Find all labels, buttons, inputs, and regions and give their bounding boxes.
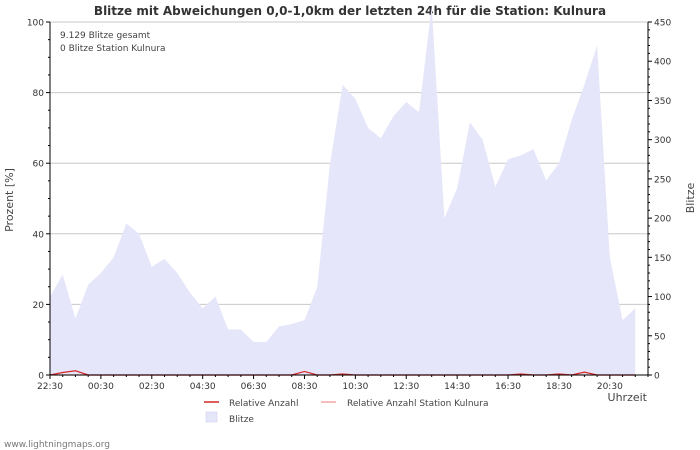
legend-label-blitze: Blitze xyxy=(229,415,254,425)
blitze-area xyxy=(50,6,636,376)
footer-source: www.lightningmaps.org xyxy=(4,440,110,450)
right-tick-label-0: 0 xyxy=(654,372,660,382)
x-tick-label-02:30: 02:30 xyxy=(139,382,165,392)
x-tick-label-04:30: 04:30 xyxy=(190,382,216,392)
annotation-total: 9.129 Blitze gesamt xyxy=(60,31,151,41)
x-tick-label-00:30: 00:30 xyxy=(88,382,114,392)
legend-swatch-blitze xyxy=(205,411,218,423)
y-axis-left-label: Prozent [%] xyxy=(3,168,16,232)
x-axis-label: Uhrzeit xyxy=(608,391,648,404)
right-tick-label-300: 300 xyxy=(654,136,671,146)
x-tick-label-06:30: 06:30 xyxy=(241,382,267,392)
left-tick-labels: 0 20 40 60 80 100 xyxy=(27,19,44,382)
left-tick-label-0: 0 xyxy=(38,372,44,382)
chart-title: Blitze mit Abweichungen 0,0-1,0km der le… xyxy=(94,4,606,18)
legend-label-station: Relative Anzahl Station Kulnura xyxy=(347,399,488,409)
right-tick-label-450: 450 xyxy=(654,19,671,29)
left-tick-label-20: 20 xyxy=(33,301,45,311)
left-tick-label-40: 40 xyxy=(33,230,45,240)
right-tick-labels: 0 50 100 150 200 250 300 350 400 450 xyxy=(654,19,671,382)
legend: Relative Anzahl Relative Anzahl Station … xyxy=(204,399,488,425)
x-tick-label-12:30: 12:30 xyxy=(393,382,419,392)
x-tick-labels: 22:30 00:30 02:30 04:30 06:30 08:30 10:30 12:30… xyxy=(37,382,623,392)
right-tick-label-400: 400 xyxy=(654,58,671,68)
right-tick-label-200: 200 xyxy=(654,215,671,225)
x-tick-label-16:30: 16:30 xyxy=(495,382,521,392)
legend-label-relative: Relative Anzahl xyxy=(229,399,298,409)
right-tick-label-50: 50 xyxy=(654,332,666,342)
x-tick-label-14:30: 14:30 xyxy=(444,382,470,392)
x-tick-label-22:30: 22:30 xyxy=(37,382,63,392)
right-tick-label-250: 250 xyxy=(654,175,671,185)
x-tick-label-08:30: 08:30 xyxy=(291,382,317,392)
right-tick-label-100: 100 xyxy=(654,293,671,303)
left-tick-label-60: 60 xyxy=(33,160,45,170)
x-tick-label-20:30: 20:30 xyxy=(597,382,623,392)
left-tick-label-100: 100 xyxy=(27,19,44,29)
x-tick-label-10:30: 10:30 xyxy=(342,382,368,392)
axes xyxy=(46,21,652,379)
series-blitze-area xyxy=(50,6,636,376)
annotation-station: 0 Blitze Station Kulnura xyxy=(60,44,166,54)
y-axis-right-label: Blitze xyxy=(684,183,697,214)
right-tick-label-150: 150 xyxy=(654,254,671,264)
left-tick-label-80: 80 xyxy=(33,89,45,99)
right-tick-label-350: 350 xyxy=(654,97,671,107)
x-tick-label-18:30: 18:30 xyxy=(546,382,572,392)
